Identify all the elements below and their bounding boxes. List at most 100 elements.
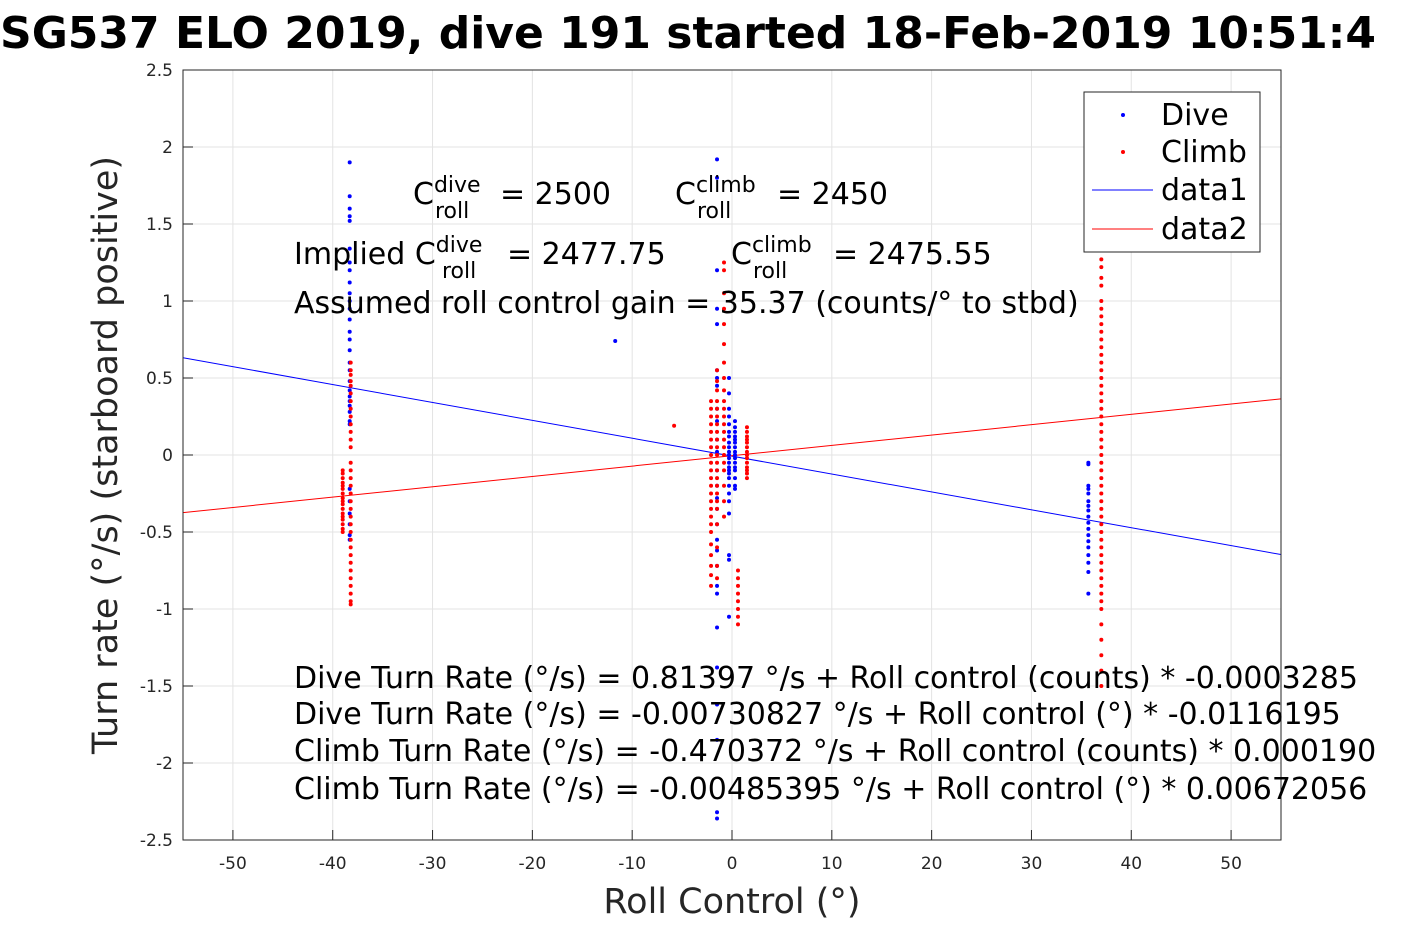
dive-point	[727, 465, 732, 470]
axis-ticks: -50 -40 -30 -20 -10 0 10 20 30 40 50-2.5-2-1.5-1-0…	[140, 61, 1242, 874]
climb-point	[348, 537, 353, 542]
dive-point	[715, 548, 720, 553]
climb-point	[1099, 599, 1104, 604]
dive-point	[727, 434, 732, 439]
climb-point	[722, 342, 727, 347]
dive-point	[727, 499, 732, 504]
climb-point	[709, 429, 714, 434]
implied-climb-sub: roll	[753, 259, 787, 284]
climb-point	[1099, 499, 1104, 504]
c-roll-climb-value: = 2450	[777, 177, 888, 212]
climb-point	[1099, 568, 1104, 573]
dive-point	[347, 533, 352, 538]
dive-point	[1086, 553, 1091, 558]
dive-point	[347, 394, 352, 399]
climb-point	[722, 483, 727, 488]
climb-point	[715, 468, 720, 473]
climb-point	[1099, 399, 1104, 404]
c-roll-climb-annotation: Cclimb roll = 2450	[675, 173, 888, 224]
climb-point	[348, 491, 353, 496]
climb-point	[348, 414, 353, 419]
climb-point	[348, 483, 353, 488]
dive-point	[727, 453, 732, 457]
climb-point	[744, 445, 749, 450]
climb-point	[715, 437, 720, 442]
legend-data2-label: data2	[1161, 212, 1248, 247]
dive-point	[727, 483, 732, 488]
y-tick-label: 2.5	[146, 61, 173, 81]
y-tick-label: -1	[156, 600, 173, 620]
climb-point	[1099, 275, 1104, 280]
climb-point	[348, 602, 353, 607]
climb-point	[1099, 422, 1104, 427]
dive-point	[732, 434, 737, 439]
dive-point	[715, 383, 720, 388]
dive-point	[1086, 462, 1091, 467]
climb-point	[715, 491, 720, 496]
scatter-points	[340, 157, 1104, 821]
legend-dive-marker	[1121, 113, 1125, 117]
c-roll-dive-value: = 2500	[500, 177, 611, 212]
dive-point	[732, 419, 737, 424]
climb-point	[722, 306, 727, 311]
climb-point	[722, 514, 727, 519]
climb-point	[348, 429, 353, 434]
dive-point	[347, 160, 352, 165]
dive-point	[727, 460, 732, 465]
c-roll-dive-sub: roll	[435, 199, 469, 224]
climb-point	[1099, 668, 1104, 673]
dive-point	[715, 376, 720, 380]
x-tick-label: 30	[1021, 854, 1043, 874]
climb-point	[709, 483, 714, 488]
c-roll-dive-sup: dive	[434, 173, 481, 198]
climb-point	[744, 434, 749, 439]
x-tick-label: 10	[821, 854, 843, 874]
dive-point	[732, 437, 737, 442]
climb-point	[1099, 545, 1104, 550]
climb-point	[715, 422, 720, 427]
dive-point	[727, 553, 732, 558]
climb-point	[1099, 314, 1104, 319]
climb-point	[744, 456, 749, 461]
climb-point	[1099, 653, 1104, 658]
x-tick-label: 50	[1220, 854, 1242, 874]
climb-point	[340, 471, 345, 476]
climb-point	[348, 560, 353, 565]
dive-point	[1086, 508, 1091, 513]
implied-dive-annotation: Implied Cdive roll = 2477.75	[294, 233, 666, 284]
climb-point	[744, 440, 749, 445]
climb-point	[709, 542, 714, 547]
climb-point	[348, 360, 353, 365]
dive-counts-equation: Dive Turn Rate (°/s) = 0.81397 °/s + Rol…	[294, 661, 1358, 696]
climb-point	[348, 383, 353, 388]
climb-point	[715, 563, 720, 568]
climb-point	[722, 437, 727, 442]
climb-point	[1099, 591, 1104, 596]
climb-point	[348, 422, 353, 427]
dive-point	[715, 175, 720, 180]
climb-point	[348, 499, 353, 504]
dive-point	[1086, 503, 1091, 508]
dive-point	[1086, 560, 1091, 565]
dive-point	[1086, 570, 1091, 575]
dive-point	[1086, 539, 1091, 544]
dive-point	[715, 322, 720, 327]
climb-point	[348, 391, 353, 396]
y-tick-label: 0.5	[146, 369, 173, 389]
climb-point	[1099, 506, 1104, 511]
dive-point	[347, 206, 352, 211]
implied-climb-value: = 2475.55	[833, 237, 992, 272]
x-axis-label: Roll Control (°)	[603, 882, 860, 922]
dive-point	[727, 476, 732, 481]
climb-point	[709, 445, 714, 450]
c-roll-climb-sub: roll	[697, 199, 731, 224]
dive-point	[715, 419, 720, 424]
dive-point	[347, 419, 352, 424]
climb-point	[709, 563, 714, 568]
climb-point	[709, 530, 714, 534]
climb-point	[1099, 576, 1104, 581]
climb-point	[348, 514, 353, 519]
climb-point	[722, 406, 727, 411]
dive-point	[347, 329, 352, 334]
climb-point	[1099, 376, 1104, 380]
